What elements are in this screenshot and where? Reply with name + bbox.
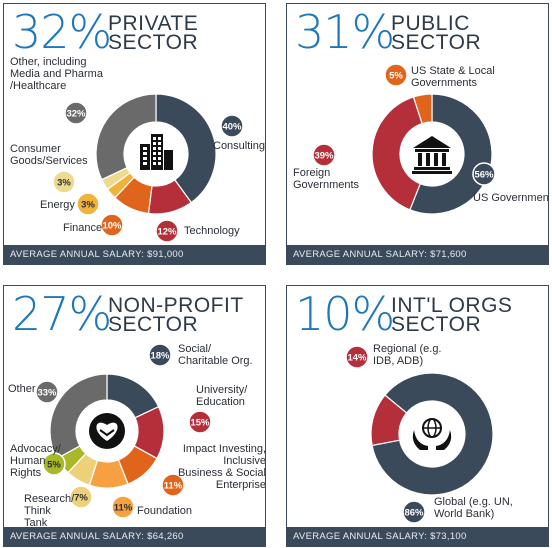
panel-percent: 32%: [12, 5, 112, 59]
label-foundation: Foundation: [137, 505, 193, 517]
donut-slice: [412, 93, 433, 125]
panel-percent: 27%: [12, 287, 112, 341]
label-university-education: University/ Education: [196, 384, 248, 408]
label-impact-investing: Impact Investing, Inclusive Business & S…: [177, 443, 266, 491]
data-label-badge: 11%: [111, 495, 135, 519]
data-label-text: 5%: [47, 460, 61, 471]
panel-title: INT'L ORGS SECTOR: [391, 294, 513, 336]
intl-orgs-sector-panel: 10% INT'L ORGS SECTOR 86% 14% Regional (e…: [286, 285, 549, 547]
data-label-badge: 12%: [155, 219, 179, 243]
donut-slice: [371, 372, 494, 496]
data-label-text: 86%: [404, 508, 424, 519]
donut-slice: [49, 373, 108, 460]
data-label-text: 15%: [190, 418, 210, 429]
data-label-badge: 15%: [188, 410, 212, 434]
private-sector-donut-chart: 40% 12% 10% 3% 3% 32%: [52, 93, 244, 243]
label-technology: Technology: [184, 225, 240, 237]
label-other: Other, including Media and Pharma /Healt…: [10, 56, 103, 92]
salary-footer: AVERAGE ANNUAL SALARY: $73,100: [287, 527, 548, 546]
data-label-text: 3%: [81, 200, 95, 211]
panel-percent: 31%: [295, 5, 395, 59]
government-building-icon: [412, 136, 452, 174]
heart-handshake-icon: [89, 413, 125, 449]
label-global: Global (e.g. UN, World Bank): [434, 496, 513, 520]
data-label-badge: 33%: [35, 380, 59, 404]
data-label-text: 14%: [347, 353, 367, 364]
label-foreign-governments: Foreign Governments: [293, 167, 360, 191]
panel-title-line2: SECTOR: [108, 31, 199, 54]
data-label-text: 56%: [474, 170, 494, 181]
buildings-icon: [140, 134, 173, 170]
label-research-think-tank: Research/ Think Tank: [24, 493, 75, 529]
salary-footer: AVERAGE ANNUAL SALARY: $71,600: [287, 245, 548, 264]
data-label-badge: 10%: [100, 213, 124, 237]
panel-title: PUBLIC SECTOR: [391, 12, 482, 54]
data-label-text: 10%: [102, 221, 122, 232]
salary-footer: AVERAGE ANNUAL SALARY: $91,000: [4, 245, 265, 264]
label-us-state-local: US State & Local Governments: [411, 65, 495, 89]
data-label-badge: 5%: [384, 63, 408, 87]
data-label-badge: 86%: [402, 500, 426, 524]
data-label-badge: 14%: [345, 345, 369, 369]
intl-orgs-sector-donut-chart: 86% 14%: [345, 345, 494, 524]
donut-slice: [409, 93, 493, 215]
data-label-badge: 39%: [312, 143, 336, 167]
label-regional: Regional (e.g. IDB, ADB): [373, 343, 442, 367]
panel-title-line2: SECTOR: [391, 31, 482, 54]
data-label-badge: 40%: [220, 114, 244, 138]
data-label-text: 11%: [114, 503, 133, 514]
panel-percent: 10%: [295, 287, 395, 341]
panel-title-line2: SECTOR: [108, 313, 199, 336]
data-label-text: 39%: [314, 151, 334, 162]
data-label-badge: 11%: [161, 473, 185, 497]
data-label-badge: 18%: [148, 343, 172, 367]
non-profit-sector-donut-chart: 18% 15% 11% 11% 7% 5% 33%: [35, 343, 212, 519]
donut-center: [401, 403, 463, 465]
panel-title-line1: INT'L ORGS: [391, 294, 513, 317]
panel-title-line1: PRIVATE: [108, 12, 199, 35]
panel-title-line2: SECTOR: [391, 313, 482, 336]
panel-title-line1: NON-PROFIT: [108, 294, 244, 317]
globe-hands-icon: [412, 418, 452, 450]
data-label-badge: 3%: [52, 170, 76, 194]
donut-slice: [371, 96, 423, 211]
label-consumer-goods: Consumer Goods/Services: [10, 143, 88, 167]
label-other: Other: [8, 383, 36, 395]
label-energy: Energy: [40, 199, 75, 211]
donut-center: [402, 124, 462, 184]
data-label-text: 11%: [164, 481, 183, 492]
data-label-badge: 3%: [76, 192, 100, 216]
panel-title: NON-PROFIT SECTOR: [108, 294, 244, 336]
panel-title-line1: PUBLIC: [391, 12, 470, 35]
label-consulting: Consulting: [213, 140, 265, 152]
data-label-text: 32%: [66, 109, 86, 120]
data-label-badge: 32%: [64, 101, 88, 125]
non-profit-sector-panel: 27% NON-PROFIT SECTOR 18% 15% 11% 11% 7% 5% 33…: [3, 285, 266, 547]
data-label-text: 33%: [37, 388, 57, 399]
public-sector-donut-chart: 56% 39% 5%: [312, 63, 496, 215]
public-sector-panel: 31% PUBLIC SECTOR 56% 39% 5% US State & Lo…: [286, 3, 549, 265]
data-label-text: 5%: [389, 71, 403, 82]
donut-slice: [155, 93, 217, 204]
private-sector-panel: 32% PRIVATE SECTOR 40% 12% 10% 3% 3% 32% Othe…: [3, 3, 266, 265]
data-label-text: 7%: [74, 493, 88, 504]
data-label-text: 18%: [150, 351, 170, 362]
data-label-badge: 5%: [42, 452, 66, 476]
donut-slice: [370, 394, 408, 447]
data-label-text: 12%: [157, 227, 177, 238]
label-advocacy-human-rights: Advocacy/ Human Rights: [10, 443, 61, 479]
label-finance: Finance: [63, 222, 103, 234]
salary-footer: AVERAGE ANNUAL SALARY: $64,260: [4, 527, 265, 546]
data-label-badge: 56%: [472, 162, 496, 186]
data-label-text: 3%: [57, 178, 71, 189]
panel-title: PRIVATE SECTOR: [108, 12, 199, 54]
donut-slice: [95, 93, 157, 181]
label-us-government: US Government: [473, 192, 549, 204]
data-label-badge: 7%: [69, 485, 93, 509]
data-label-text: 40%: [222, 122, 242, 133]
label-social-charitable: Social/ Charitable Org.: [178, 343, 253, 367]
